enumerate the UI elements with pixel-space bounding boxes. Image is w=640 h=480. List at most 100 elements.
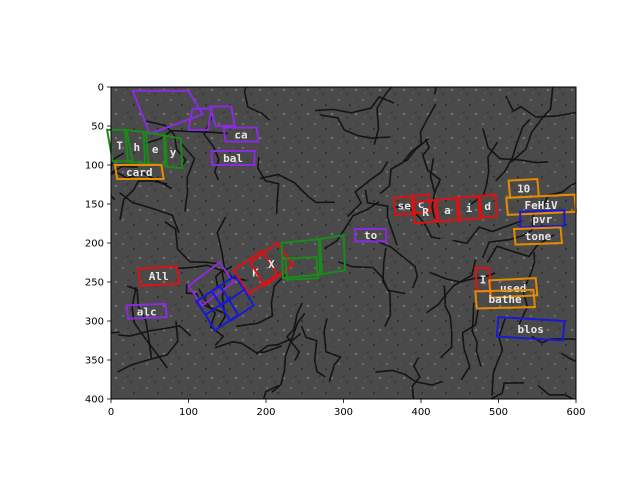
crack-line bbox=[145, 129, 228, 145]
crack-line bbox=[259, 173, 335, 204]
annotation-word: i bbox=[466, 202, 473, 215]
annotation-polygon bbox=[354, 228, 388, 243]
annotation-polygon bbox=[232, 249, 279, 296]
y-tick-label: 400 bbox=[85, 395, 104, 406]
annotation-word: tone bbox=[525, 230, 552, 243]
annotation-polygon bbox=[249, 241, 295, 288]
annotation-box: blos bbox=[495, 316, 566, 342]
annotation-box: All bbox=[136, 265, 181, 287]
crack-line bbox=[542, 181, 576, 208]
crack-line bbox=[324, 201, 380, 249]
y-tick-label: 350 bbox=[85, 356, 104, 367]
crack-line bbox=[131, 286, 168, 369]
annotation-polygon bbox=[495, 316, 566, 342]
crack-line bbox=[452, 220, 523, 245]
x-tick-label: 300 bbox=[334, 407, 353, 418]
annotation-word: pvr bbox=[532, 213, 552, 226]
crack-line bbox=[537, 385, 575, 399]
annotation-box bbox=[187, 107, 214, 131]
y-tick-label: 200 bbox=[85, 239, 104, 250]
annotation-box: ca bbox=[222, 126, 260, 143]
annotation-box: d bbox=[477, 193, 498, 220]
crack-line bbox=[164, 221, 218, 265]
annotation-box bbox=[317, 234, 347, 276]
y-tick-label: 150 bbox=[85, 200, 104, 211]
crack-line bbox=[495, 118, 531, 182]
annotation-box bbox=[208, 105, 237, 127]
annotation-box bbox=[219, 288, 255, 323]
crack-line bbox=[215, 340, 283, 354]
annotation-word: R bbox=[422, 206, 429, 219]
crack-line bbox=[255, 313, 306, 355]
crack-line bbox=[271, 333, 301, 393]
crack-line bbox=[117, 320, 179, 373]
y-tick-label: 100 bbox=[85, 161, 104, 172]
annotation-word: All bbox=[149, 270, 169, 283]
annotation-box: y bbox=[162, 134, 184, 170]
annotation-word: T bbox=[116, 140, 123, 153]
crack-line bbox=[119, 192, 180, 233]
x-tick-label: 0 bbox=[108, 407, 114, 418]
crack-line bbox=[314, 95, 395, 114]
crack-line bbox=[111, 331, 120, 334]
crack-line bbox=[235, 274, 286, 327]
annotation-polygon bbox=[317, 234, 347, 276]
crack-line bbox=[117, 324, 191, 337]
crack-line bbox=[243, 87, 270, 121]
crack-line bbox=[561, 352, 576, 363]
asphalt-image bbox=[111, 87, 576, 399]
annotation-word: used bbox=[500, 282, 527, 295]
crack-line bbox=[421, 138, 442, 194]
crack-line bbox=[179, 141, 196, 212]
annotation-polygon bbox=[187, 107, 214, 131]
crack-line bbox=[460, 307, 480, 381]
crack-line bbox=[429, 271, 496, 283]
annotation-polygon bbox=[477, 193, 498, 220]
annotation-box: pvr bbox=[519, 209, 566, 229]
crack-line bbox=[375, 369, 443, 386]
crack-line bbox=[111, 165, 139, 175]
annotation-word: se bbox=[398, 200, 412, 213]
crack-line bbox=[323, 318, 342, 382]
annotation-word: bal bbox=[223, 152, 243, 165]
x-tick-label: 100 bbox=[179, 407, 198, 418]
annotation-word: alc bbox=[137, 305, 157, 318]
x-tick-label: 400 bbox=[411, 407, 430, 418]
crack-line bbox=[364, 189, 398, 246]
crack-line bbox=[482, 128, 549, 164]
y-tick-label: 250 bbox=[85, 278, 104, 289]
crack-line bbox=[111, 152, 125, 173]
annotation-word: bathe bbox=[489, 293, 522, 306]
annotation-polygon bbox=[162, 134, 184, 170]
annotation-box: tone bbox=[512, 226, 564, 246]
crack-line bbox=[119, 180, 168, 221]
annotation-polygon bbox=[222, 126, 260, 143]
annotation-polygon bbox=[512, 226, 564, 246]
annotation-word: c bbox=[418, 198, 425, 211]
annotation-polygon bbox=[136, 265, 181, 287]
annotation-polygon bbox=[219, 288, 255, 323]
annotation-word: e bbox=[152, 143, 159, 156]
crack-line bbox=[491, 318, 506, 396]
annotation-word: to bbox=[364, 229, 378, 242]
annotation-box bbox=[131, 89, 204, 136]
annotation-word: a bbox=[444, 204, 451, 217]
annotation-box: bal bbox=[210, 150, 256, 166]
y-tick-label: 50 bbox=[91, 122, 104, 133]
annotation-box: bathe bbox=[474, 288, 536, 310]
annotation-box: e bbox=[142, 131, 168, 167]
crack-line bbox=[426, 259, 477, 314]
annotation-polygon bbox=[142, 131, 168, 167]
crack-line bbox=[471, 302, 482, 367]
annotation-polygon bbox=[519, 209, 566, 229]
crack-line bbox=[382, 247, 392, 327]
crack-line bbox=[262, 385, 279, 399]
x-axis: 0 100 200 300 400 500 600 bbox=[108, 399, 586, 418]
annotation-polygon bbox=[210, 150, 256, 166]
crack-line bbox=[127, 285, 153, 359]
crack-line bbox=[370, 238, 419, 289]
annotation-word: blos bbox=[517, 323, 544, 336]
crack-line bbox=[505, 95, 576, 118]
annotation-box bbox=[284, 255, 319, 281]
